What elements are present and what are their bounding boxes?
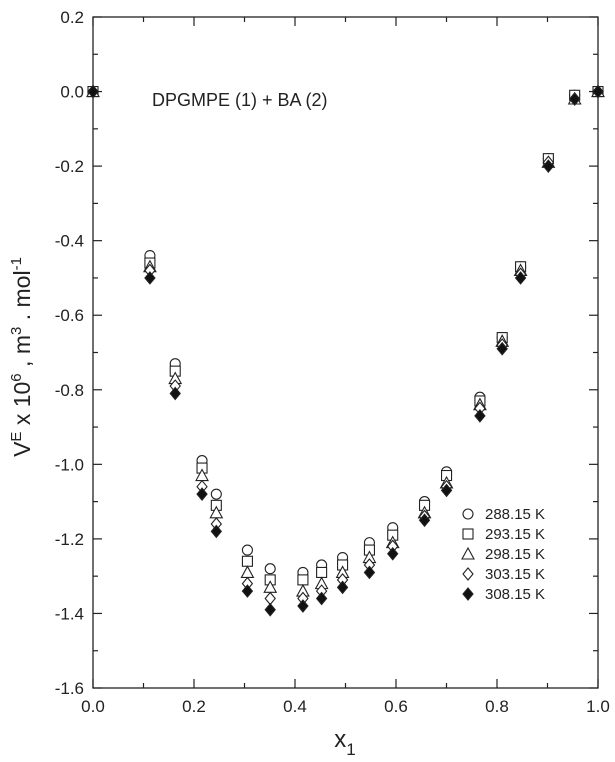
x-tick-label: 0.2	[182, 697, 206, 716]
legend-label: 298.15 K	[485, 546, 545, 563]
data-points	[86, 84, 605, 617]
data-point	[297, 574, 309, 586]
x-tick-label: 0.4	[283, 697, 307, 716]
legend-marker	[462, 587, 474, 601]
data-point	[87, 84, 99, 99]
data-point	[542, 159, 555, 173]
y-tick-label: 0.0	[60, 83, 84, 102]
y-tick-label: -1.0	[55, 455, 84, 474]
data-point	[210, 488, 222, 500]
data-point	[264, 602, 276, 617]
y-axis-title: VE x 106 , m3 . mol-1	[8, 257, 35, 457]
data-point	[169, 386, 181, 401]
data-point	[196, 487, 208, 502]
data-point	[418, 513, 431, 528]
series-annotation: DPGMPE (1) + BA (2)	[152, 90, 328, 110]
data-point	[363, 565, 376, 580]
data-point	[297, 599, 309, 613]
data-point	[592, 84, 604, 99]
y-tick-label: -0.8	[55, 381, 84, 400]
data-point	[264, 563, 276, 575]
data-point	[316, 566, 328, 578]
data-point	[336, 580, 349, 595]
legend: 288.15 K 293.15 K 298.15 K 303.15 K 308.15 K	[461, 506, 545, 603]
series-1	[87, 86, 604, 578]
legend-marker	[462, 528, 474, 540]
data-point	[440, 483, 453, 498]
y-tick-label: -1.2	[55, 530, 84, 549]
y-tick-label: -0.6	[55, 306, 84, 325]
x-tick-label: 0.6	[384, 697, 408, 716]
x-tick-label: 1.0	[586, 697, 610, 716]
y-tick-label: -1.6	[55, 679, 84, 698]
y-tick-label: -1.4	[55, 604, 84, 623]
data-point	[315, 591, 328, 606]
legend-marker	[461, 546, 475, 560]
data-point	[514, 271, 527, 285]
y-tick-label: -0.4	[55, 232, 84, 251]
data-point	[568, 92, 581, 106]
y-tick-label: 0.2	[60, 8, 84, 27]
data-point	[241, 544, 253, 556]
data-point	[474, 409, 486, 423]
data-point	[496, 341, 508, 356]
axis-ticks: 0.0 0.2 0.4 0.6 0.8 1.0 0.2 0.0 -0.2 -0.4 -0.6 -0.8…	[55, 8, 610, 716]
legend-marker	[462, 508, 474, 520]
legend-label: 308.15 K	[485, 586, 545, 603]
data-point	[210, 524, 223, 539]
legend-label: 293.15 K	[485, 526, 545, 543]
x-axis-title: x1	[334, 726, 355, 759]
data-point	[241, 584, 254, 598]
legend-label: 303.15 K	[485, 566, 545, 583]
legend-marker	[462, 567, 474, 581]
data-point	[240, 565, 255, 578]
legend-label: 288.15 K	[485, 506, 545, 523]
x-tick-label: 0.0	[81, 697, 105, 716]
data-point	[144, 271, 156, 285]
x-tick-label: 0.8	[485, 697, 509, 716]
series-5	[87, 84, 604, 617]
data-point	[241, 555, 253, 567]
y-tick-label: -0.2	[55, 157, 84, 176]
data-point	[387, 546, 399, 561]
data-point	[264, 591, 276, 606]
